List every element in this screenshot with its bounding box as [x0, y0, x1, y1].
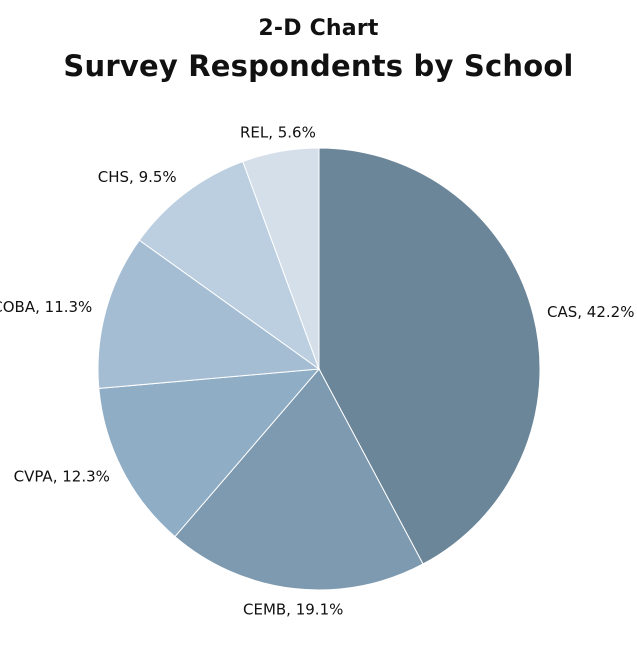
- pie-slice-cemb: [174, 368, 424, 591]
- slice-label-cvpa: CVPA, 12.3%: [14, 467, 110, 485]
- slice-label-coba: COBA, 11.3%: [0, 298, 92, 316]
- slice-label-chs: CHS, 9.5%: [98, 168, 177, 186]
- pie-slice-chs: [138, 160, 321, 371]
- pie-slice-cas: [318, 147, 541, 565]
- chart-supertitle: 2-D Chart: [258, 16, 379, 41]
- pie-slice-coba: [97, 239, 321, 389]
- pie-slice-rel: [242, 147, 320, 370]
- chart-title: Survey Respondents by School: [63, 49, 574, 83]
- slice-label-cemb: CEMB, 19.1%: [243, 601, 343, 619]
- slice-label-rel: REL, 5.6%: [240, 124, 316, 142]
- pie-slice-cvpa: [98, 368, 321, 538]
- slice-label-cas: CAS, 42.2%: [547, 303, 634, 321]
